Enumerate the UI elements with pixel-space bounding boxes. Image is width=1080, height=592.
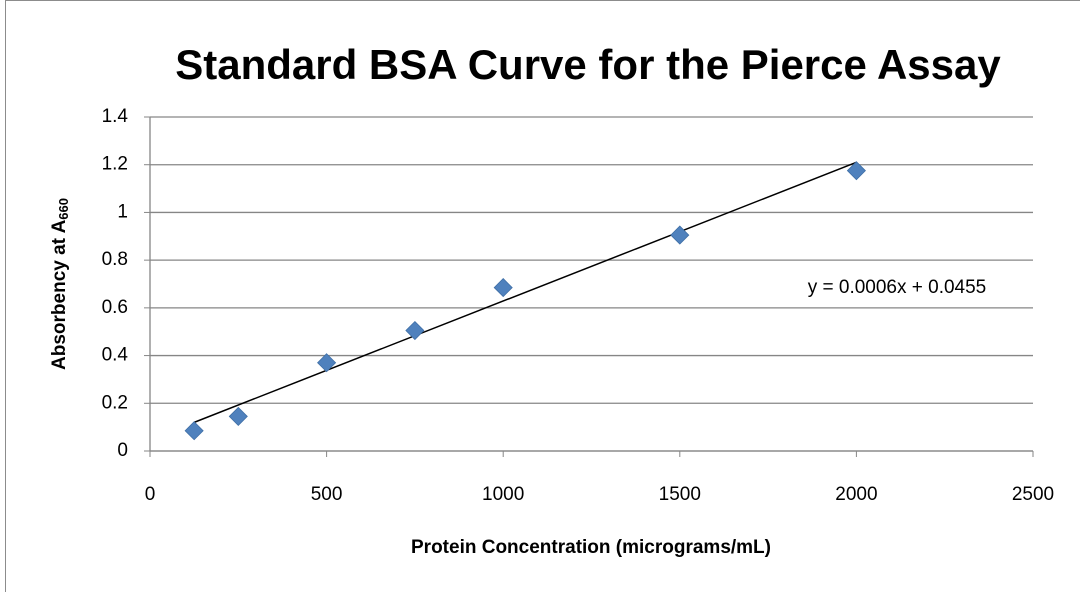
y-tick-label: 0.4 (102, 345, 129, 366)
data-point (317, 353, 337, 373)
x-tick-label: 0 (145, 484, 156, 505)
x-tick-label: 2500 (1012, 484, 1054, 505)
y-axis-title: Absorbency at A660 (49, 198, 71, 370)
chart-frame (5, 0, 1080, 592)
trendline-equation: y = 0.0006x + 0.0455 (808, 277, 987, 298)
data-point (846, 161, 866, 181)
data-point (228, 406, 248, 426)
x-tick-label: 2000 (835, 484, 877, 505)
data-point (405, 320, 425, 341)
y-axis-title-subscript: 660 (56, 198, 71, 220)
x-tick-label: 500 (311, 484, 343, 505)
x-tick-label: 1000 (482, 484, 524, 505)
y-tick-label: 0.2 (102, 392, 128, 413)
y-tick-label: 1 (117, 201, 128, 222)
y-tick-label: 0.8 (102, 249, 128, 270)
trendline (193, 161, 857, 424)
y-tick-label: 1.2 (102, 154, 128, 175)
data-point (493, 278, 513, 298)
y-tick-label: 1.4 (102, 106, 129, 127)
y-tick-label: 0.6 (102, 297, 128, 318)
y-axis-title-text: Absorbency at A (49, 219, 70, 370)
y-tick-label: 0 (117, 440, 128, 461)
chart-title: Standard BSA Curve for the Pierce Assay (175, 41, 1001, 88)
x-axis-title: Protein Concentration (micrograms/mL) (411, 537, 771, 558)
data-point (670, 225, 690, 245)
x-tick-label: 1500 (659, 484, 701, 505)
data-point (184, 421, 204, 441)
